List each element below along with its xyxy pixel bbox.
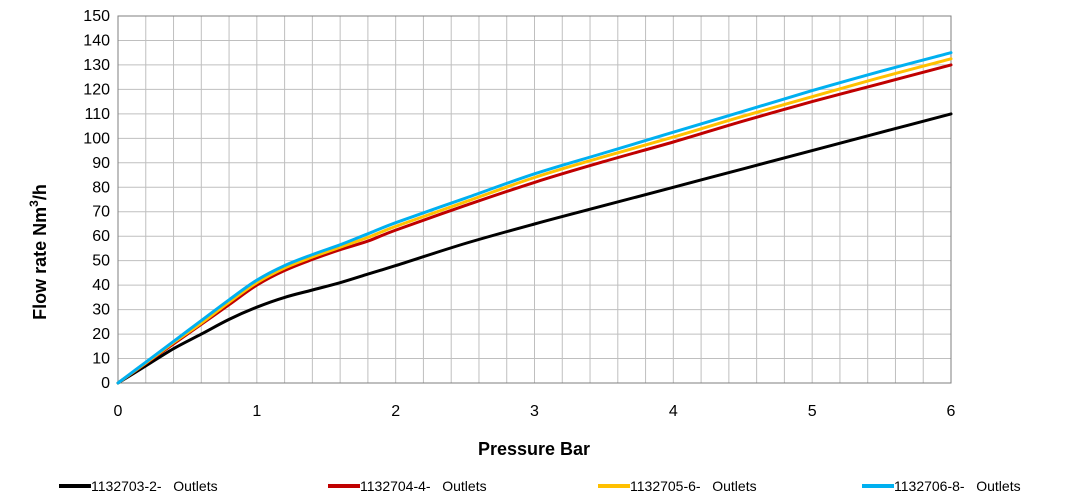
y-axis-ticks: 0 10 20 30 40 50 60 70 80 90 100 110 120 130 140 150 — [83, 8, 110, 392]
legend-label-3: 1132705-6- Outlets — [630, 478, 757, 494]
y-tick-label: 70 — [92, 204, 110, 221]
legend-label-4: 1132706-8- Outlets — [894, 478, 1021, 494]
y-tick-label: 150 — [83, 8, 110, 25]
y-tick-label: 80 — [92, 179, 110, 196]
x-tick-label: 6 — [947, 403, 956, 420]
y-tick-label: 20 — [92, 326, 110, 343]
series-lines — [116, 51, 953, 385]
y-tick-label: 50 — [92, 253, 110, 270]
y-tick-label: 0 — [101, 375, 110, 392]
y-tick-label: 120 — [83, 81, 110, 98]
y-axis-title: Flow rate Nm3/h — [27, 184, 50, 320]
series-line-1 — [116, 112, 953, 385]
x-tick-label: 3 — [530, 403, 539, 420]
y-tick-label: 40 — [92, 277, 110, 294]
y-axis-title-main: Flow rate Nm — [30, 207, 50, 320]
series-line-3 — [116, 57, 953, 385]
y-tick-label: 60 — [92, 228, 110, 245]
x-tick-label: 5 — [808, 403, 817, 420]
y-tick-label: 110 — [84, 106, 110, 123]
grid — [118, 16, 951, 383]
y-tick-label: 140 — [83, 32, 110, 49]
legend-label-2: 1132704-4- Outlets — [360, 478, 487, 494]
y-tick-label: 100 — [83, 130, 110, 147]
x-axis-ticks: 0 1 2 3 4 5 6 — [114, 403, 956, 420]
y-axis-title-suffix: /h — [30, 184, 50, 200]
x-tick-label: 0 — [114, 403, 123, 420]
y-axis-title-superscript: 3 — [27, 200, 41, 207]
y-tick-label: 130 — [83, 57, 110, 74]
x-tick-label: 2 — [391, 403, 400, 420]
x-axis-title: Pressure Bar — [478, 439, 590, 459]
x-tick-label: 1 — [252, 403, 261, 420]
x-tick-label: 4 — [669, 403, 678, 420]
y-tick-label: 30 — [92, 302, 110, 319]
y-tick-label: 10 — [92, 351, 110, 368]
series-line-4 — [116, 51, 953, 385]
legend: 1132703-2- Outlets 1132704-4- Outlets 1132… — [59, 478, 1021, 494]
y-tick-label: 90 — [92, 155, 110, 172]
legend-label-1: 1132703-2- Outlets — [91, 478, 218, 494]
plot-area-border — [117, 15, 952, 384]
